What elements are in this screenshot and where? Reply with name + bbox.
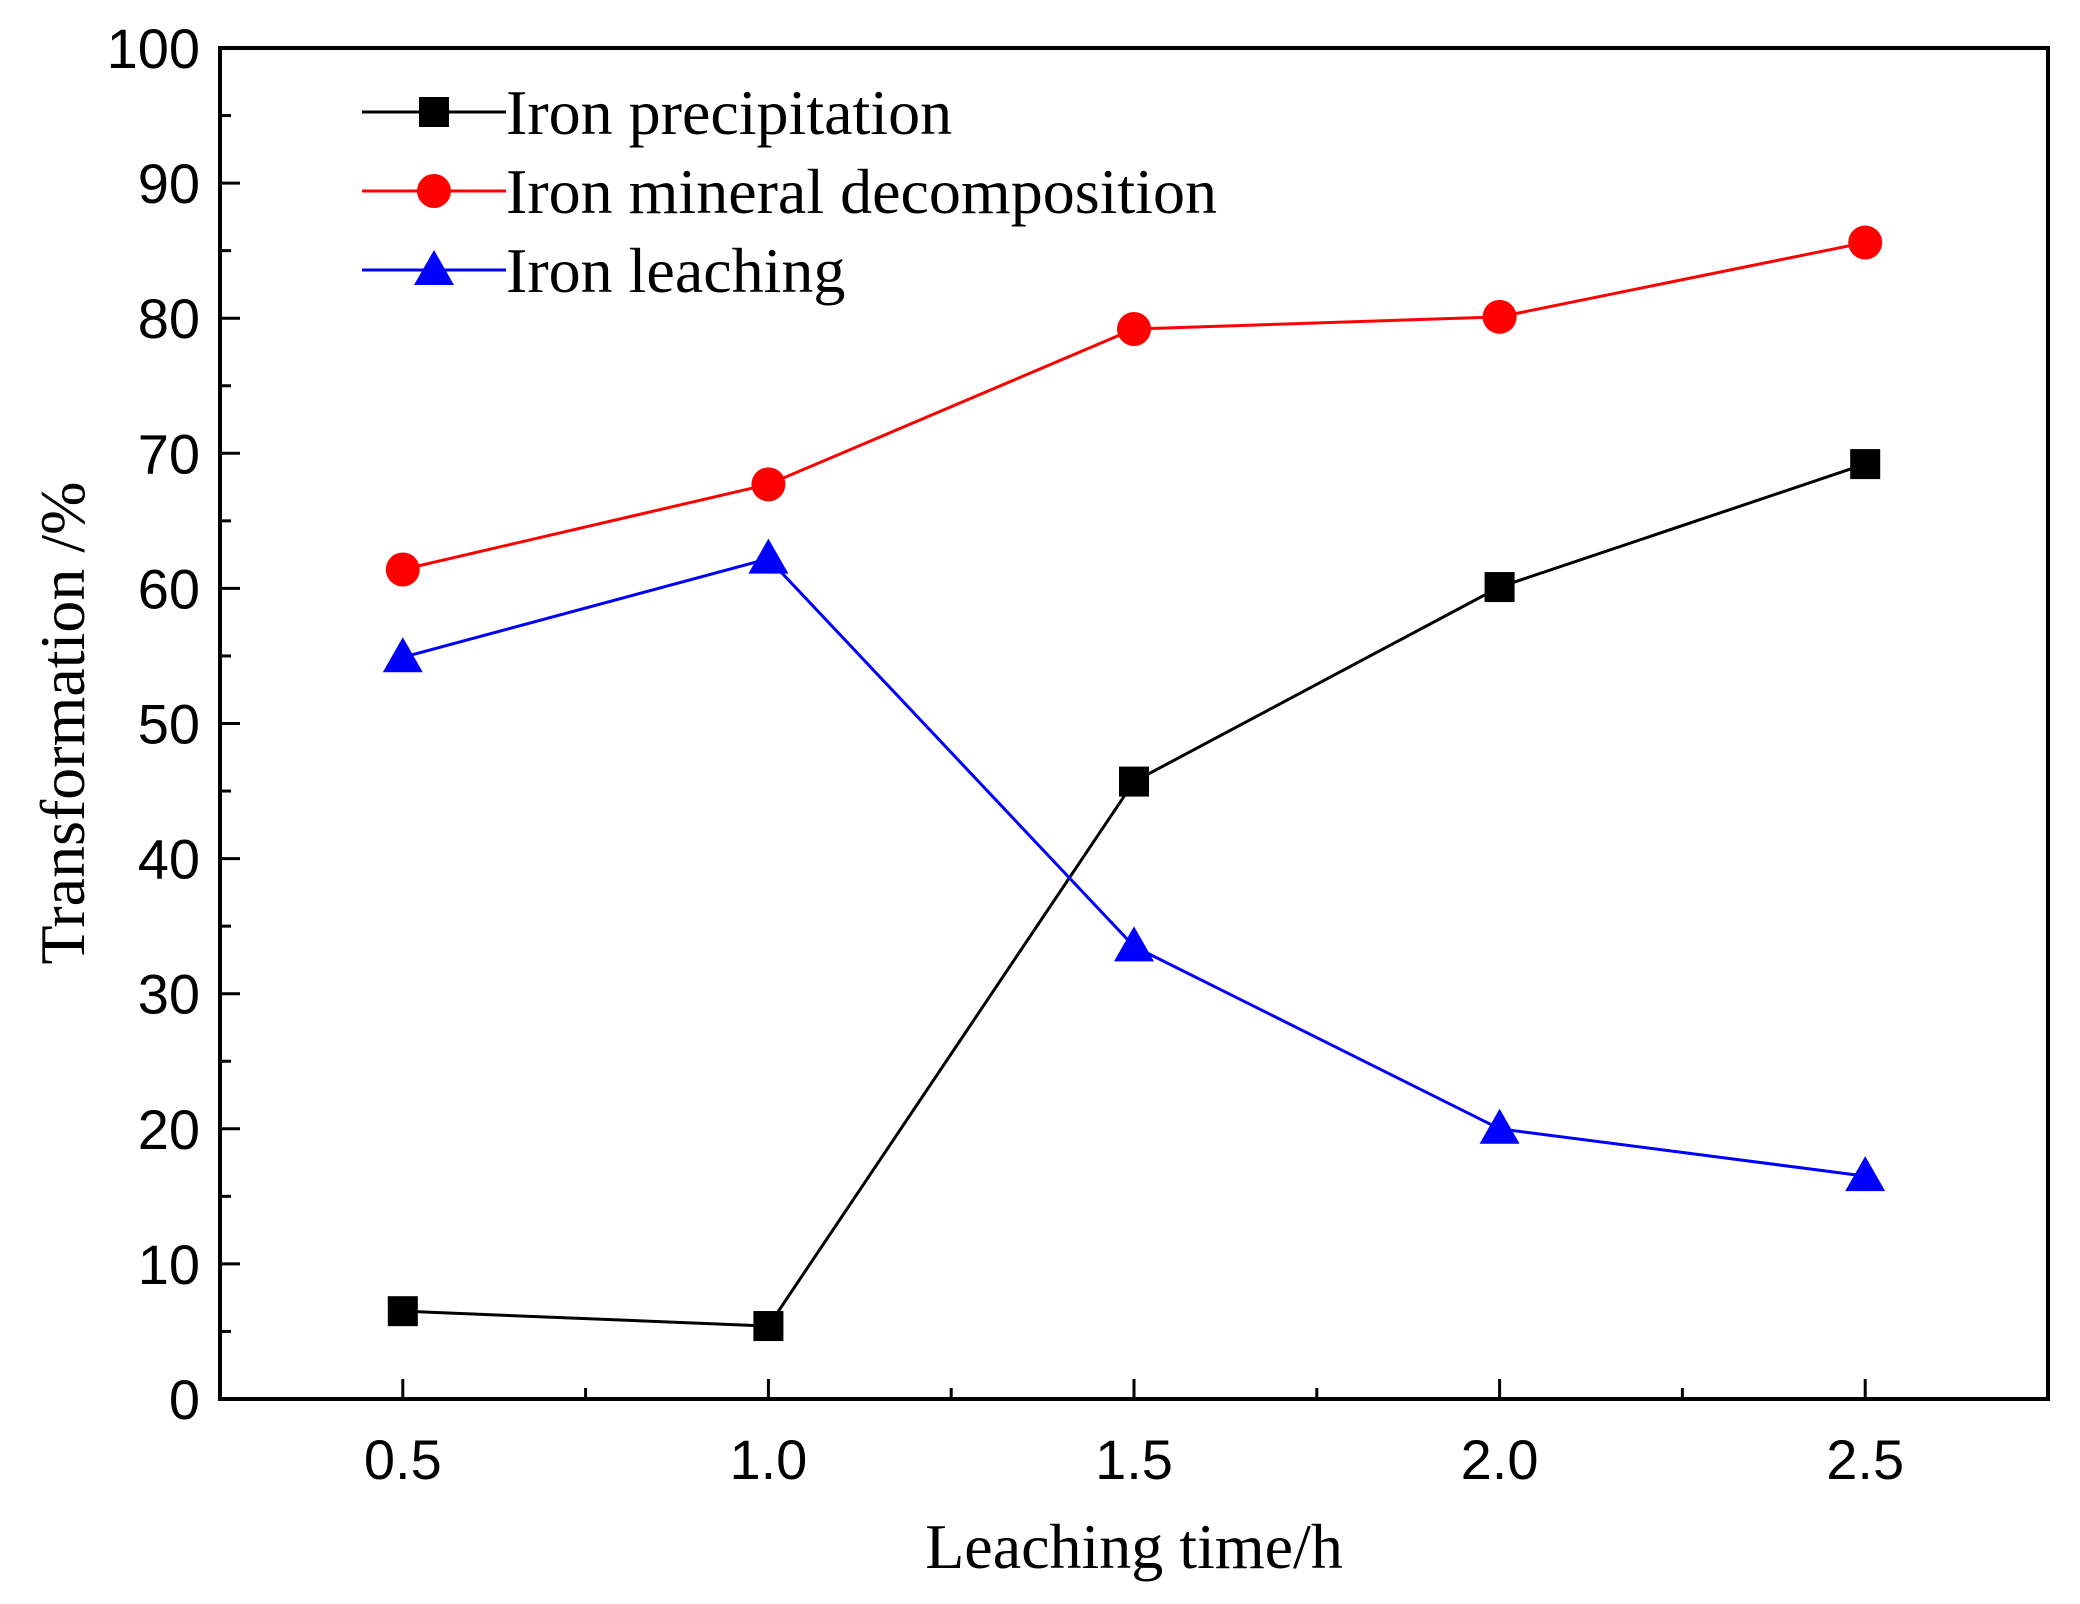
y-tick-label: 10	[138, 1233, 200, 1296]
series-0	[387, 449, 1881, 1342]
y-tick-label: 30	[138, 963, 200, 1026]
series-layer	[382, 225, 1886, 1342]
legend-item: Iron precipitation	[362, 77, 952, 148]
x-tick-label: 1.0	[729, 1428, 807, 1491]
x-tick-label: 0.5	[364, 1428, 442, 1491]
legend-marker	[417, 174, 451, 208]
data-point	[387, 1296, 418, 1327]
legend-marker	[419, 97, 449, 127]
x-axis-title: Leaching time/h	[925, 1511, 1343, 1582]
data-point	[748, 538, 789, 574]
data-point	[1482, 299, 1517, 334]
y-tick-label: 50	[138, 693, 200, 756]
series-1	[385, 225, 1883, 587]
legend-item: Iron mineral decomposition	[362, 156, 1217, 227]
y-tick-label: 80	[138, 287, 200, 350]
data-point	[382, 637, 423, 673]
x-tick-label: 2.5	[1826, 1428, 1904, 1491]
series-line	[402, 462, 1866, 1328]
data-point	[751, 467, 786, 502]
tick-labels: 0.5 1.0 1.5 2.0 2.5 0 10 20 30 40 50 60 70 80 90 100	[107, 17, 1905, 1491]
y-tick-label: 70	[138, 422, 200, 485]
plot-frame	[218, 46, 2050, 1401]
legend-label: Iron leaching	[506, 235, 845, 306]
y-tick-label: 100	[107, 17, 200, 80]
data-point	[1484, 572, 1515, 603]
data-point	[1845, 1156, 1886, 1192]
x-tick-label: 1.5	[1095, 1428, 1173, 1491]
data-point	[753, 1311, 784, 1342]
legend-label: Iron precipitation	[506, 77, 952, 148]
legend-label: Iron mineral decomposition	[506, 156, 1217, 227]
y-tick-label: 60	[138, 557, 200, 620]
series-2	[382, 538, 1886, 1192]
data-point	[1119, 766, 1149, 797]
data-point	[385, 552, 420, 587]
data-point	[1850, 449, 1881, 480]
legend: Iron precipitation Iron mineral decomposi…	[362, 77, 1217, 306]
x-tick-label: 2.0	[1461, 1428, 1539, 1491]
data-point	[1479, 1108, 1520, 1144]
y-tick-label: 0	[169, 1368, 200, 1431]
y-tick-label: 40	[138, 828, 200, 891]
y-axis-title: Transformation /%	[27, 482, 98, 965]
y-tick-label: 20	[138, 1098, 200, 1161]
legend-item: Iron leaching	[362, 235, 845, 306]
series-line	[402, 556, 1866, 1178]
legend-marker	[414, 250, 454, 285]
data-point	[1848, 225, 1883, 260]
data-point	[1117, 312, 1151, 347]
data-point	[1114, 926, 1154, 962]
axis-ticks	[220, 46, 1867, 1401]
y-tick-label: 90	[138, 152, 200, 215]
